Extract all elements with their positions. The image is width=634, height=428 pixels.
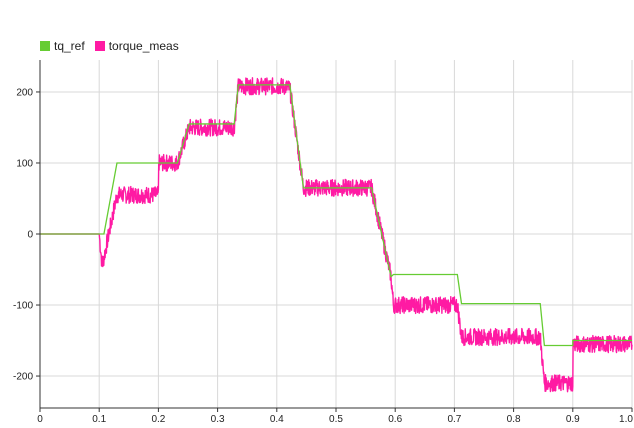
legend-item-tq-ref[interactable]: tq_ref [40, 39, 85, 53]
legend-item-torque-meas[interactable]: torque_meas [94, 39, 179, 53]
legend-label-torque-meas: torque_meas [108, 39, 179, 53]
y-tick-label: 200 [16, 87, 33, 98]
x-tick-label: 0.9 [566, 414, 580, 425]
y-tick-label: -200 [13, 372, 33, 383]
series-line-tq-ref [40, 84, 632, 347]
x-tick-label: 0.5 [329, 414, 343, 425]
x-tick-label: 0.7 [447, 414, 461, 425]
x-tick-label: 0.3 [211, 414, 225, 425]
x-tick-label: 1.0 [619, 414, 633, 425]
x-tick-label: 0.4 [270, 414, 284, 425]
x-tick-label: 0.6 [388, 414, 402, 425]
legend-label-tq-ref: tq_ref [54, 39, 85, 53]
y-tick-label: -100 [13, 301, 33, 312]
x-tick-label: 0 [37, 414, 43, 425]
x-tick-label: 0.8 [507, 414, 521, 425]
series-line-torque-meas [39, 77, 633, 393]
chart-legend: tq_ref torque_meas [40, 39, 183, 53]
y-tick-label: 100 [16, 158, 33, 169]
legend-swatch-torque-meas [94, 41, 105, 51]
y-tick-label: 0 [27, 230, 33, 241]
legend-swatch-tq-ref [40, 41, 50, 51]
x-tick-label: 0.2 [151, 414, 165, 425]
x-tick-label: 0.1 [92, 414, 106, 425]
